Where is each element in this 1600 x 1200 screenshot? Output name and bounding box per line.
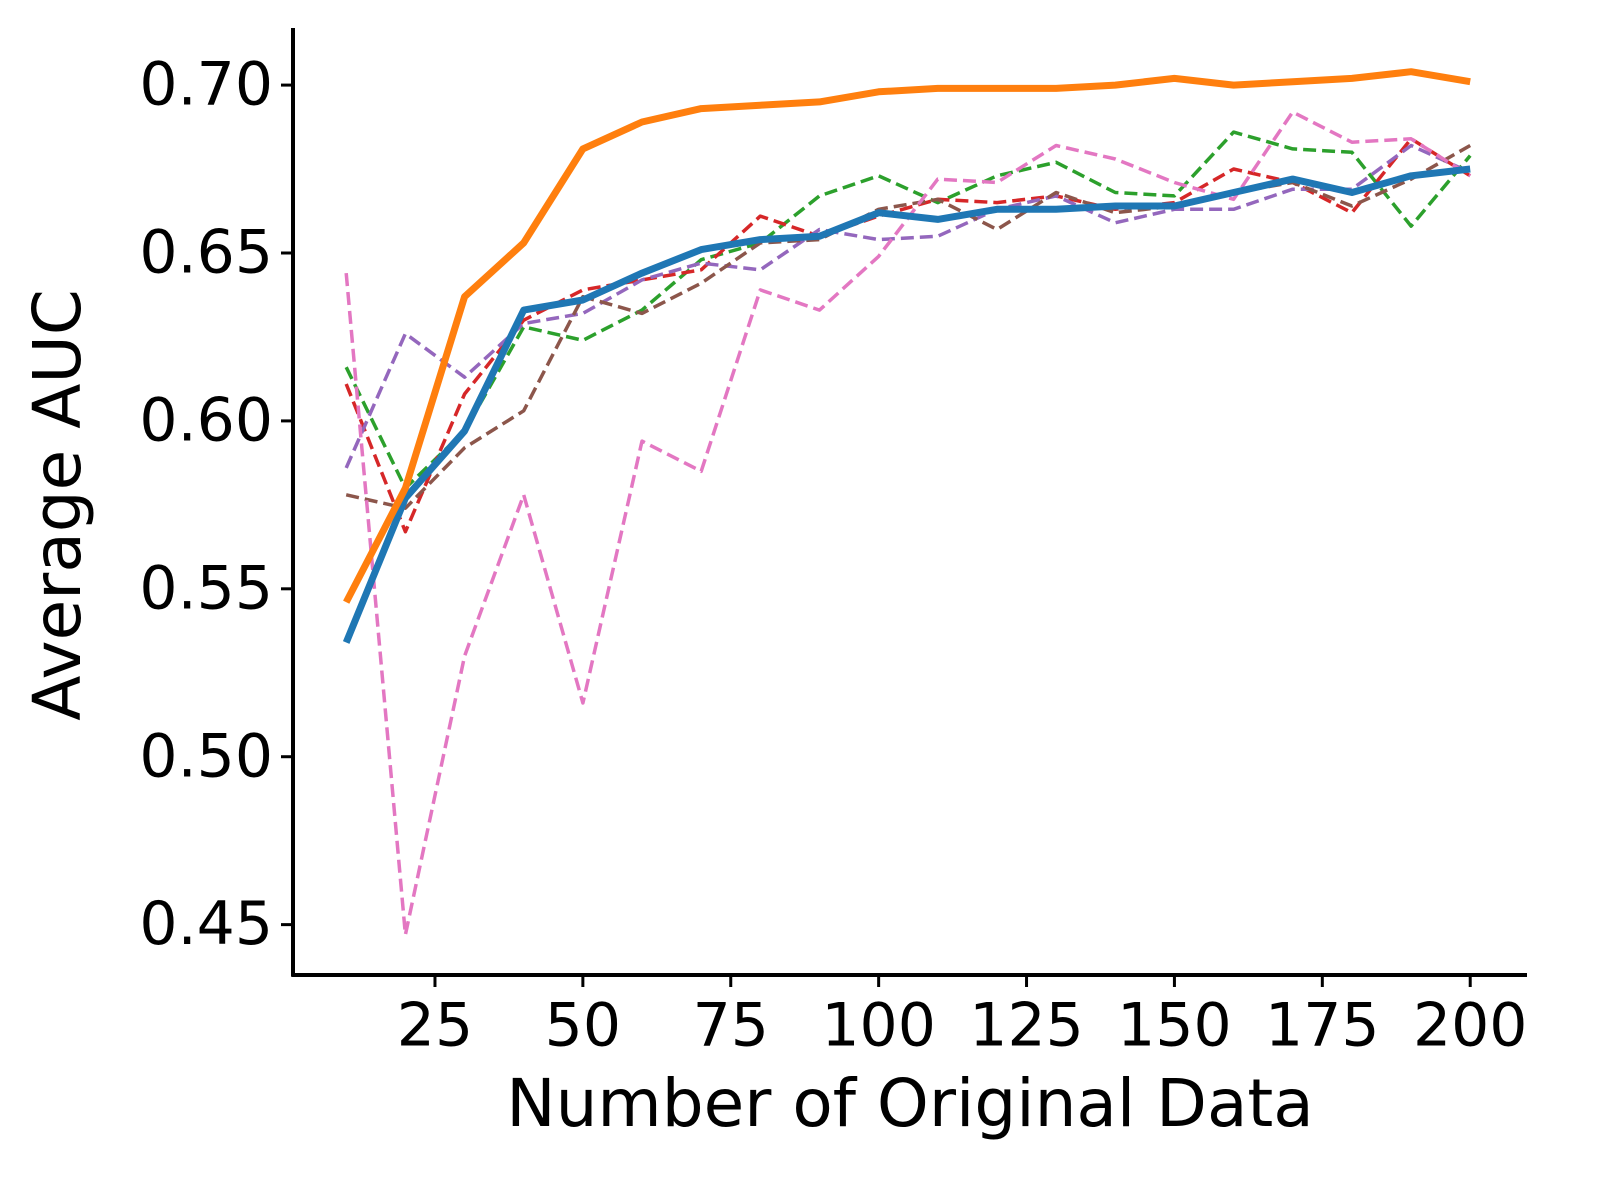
x-tick-label: 25 [397,991,473,1061]
series-line [342,165,1471,644]
series-line [343,68,1471,604]
x-axis-label: Number of Original Data [506,1065,1314,1142]
series-line [344,110,1472,937]
x-tick-label: 200 [1413,991,1528,1061]
y-tick-label: 0.45 [139,889,273,959]
y-tick-label: 0.55 [139,553,273,623]
y-tick-label: 0.60 [139,385,273,455]
x-tick-label: 100 [821,991,936,1061]
y-tick-label: 0.50 [139,721,273,791]
y-tick-label: 0.70 [139,50,273,120]
x-tick-label: 175 [1265,991,1380,1061]
y-tick-label: 0.65 [139,218,273,288]
x-tick-label: 150 [1117,991,1232,1061]
y-axis-label: Average AUC [19,289,96,721]
series-line [344,137,1472,534]
x-tick-label: 75 [693,991,769,1061]
x-tick-label: 125 [969,991,1084,1061]
series-line [344,130,1472,490]
series-line [345,143,1472,510]
series-line [344,143,1471,469]
x-tick-label: 50 [545,991,621,1061]
